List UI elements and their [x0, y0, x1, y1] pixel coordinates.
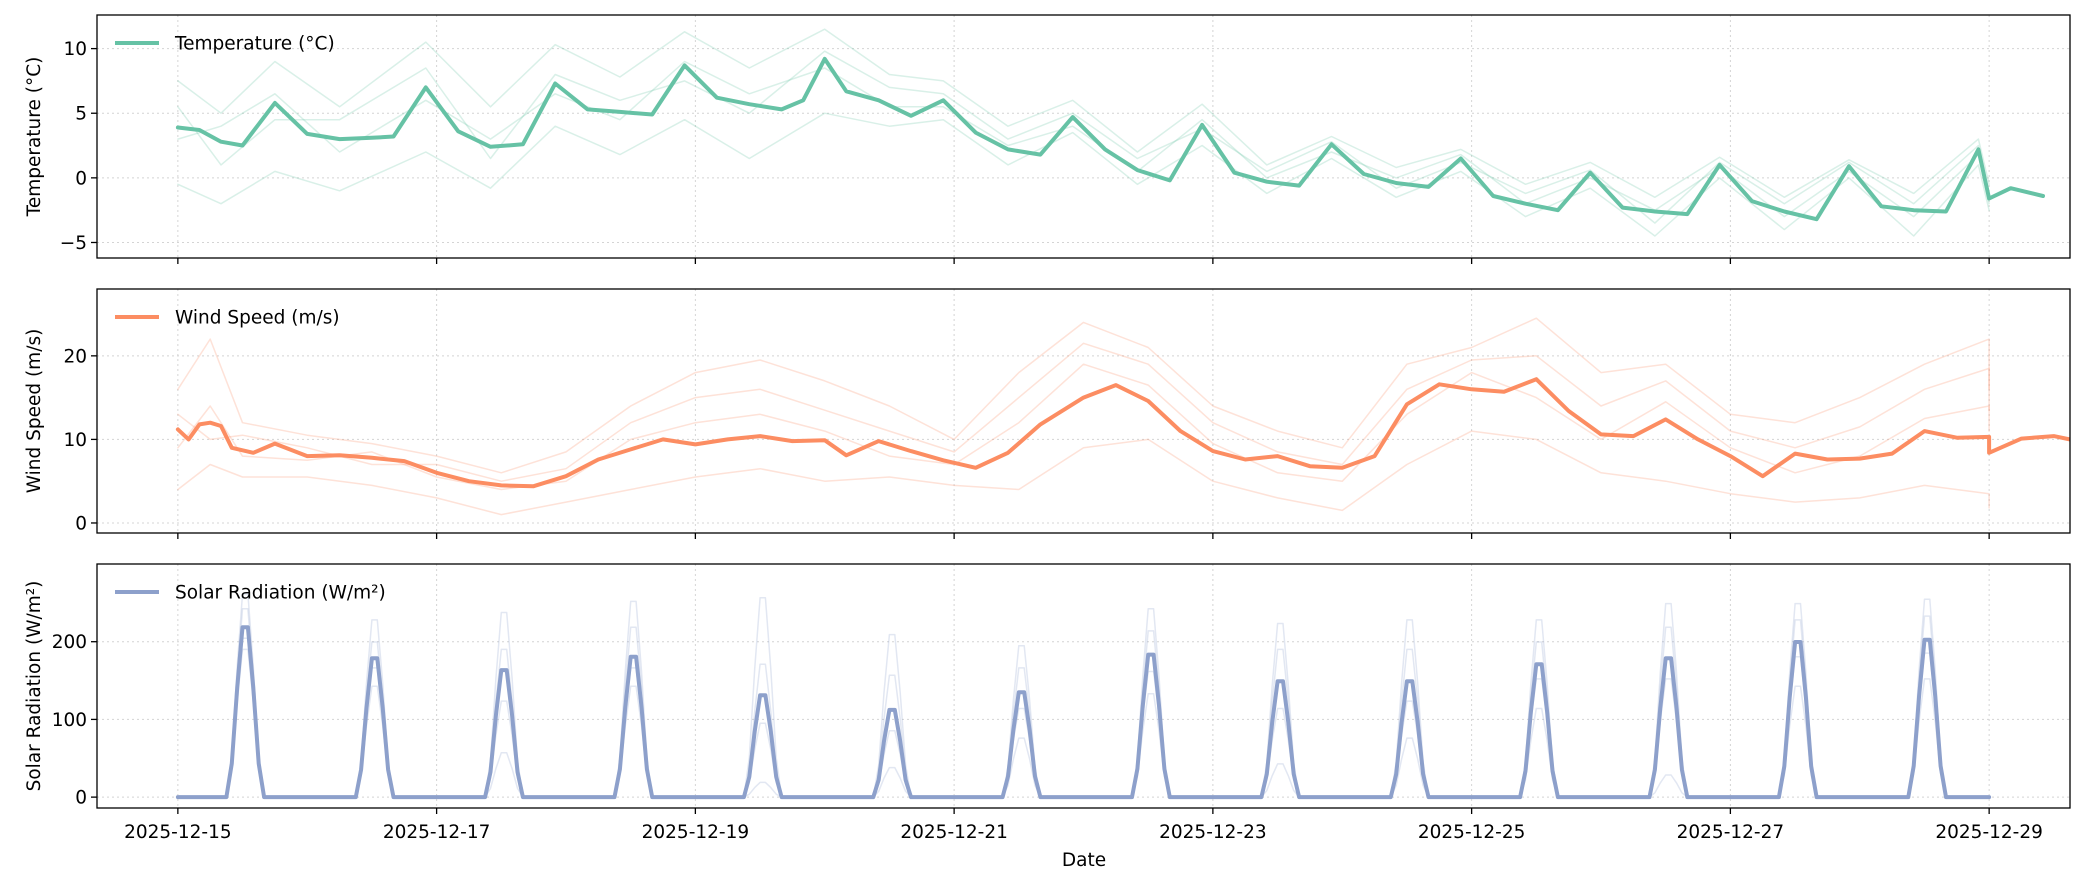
x-tick-label: 2025-12-25 [1418, 822, 1526, 843]
legend-label: Solar Radiation (W/m²) [175, 583, 386, 604]
x-tick-label: 2025-12-29 [1935, 822, 2043, 843]
legend: Solar Radiation (W/m²) [115, 583, 386, 604]
panel-1: −5 0 5 10 Temperature (°C) Temperature (°C) [24, 14, 2071, 264]
x-tick-label: 2025-12-27 [1677, 822, 1785, 843]
series-line-ensemble [177, 430, 1990, 516]
series-line-mean [175, 625, 1992, 800]
y-tick-label: 10 [63, 39, 87, 60]
x-tick-label: 2025-12-19 [642, 822, 750, 843]
series-group [175, 317, 2070, 516]
grid-lines [97, 289, 2070, 533]
series-line-mean [175, 377, 2070, 489]
y-tick-label: 200 [52, 632, 87, 653]
series-group [175, 28, 2045, 237]
series-line-ensemble [177, 112, 1990, 237]
series-line-mean [175, 56, 2045, 222]
x-tick-label: 2025-12-21 [900, 822, 1008, 843]
y-tick-label: 10 [63, 430, 87, 451]
plot-frame [96, 14, 2071, 259]
x-tick-label: 2025-12-15 [124, 822, 232, 843]
x-axis-title: Date [1062, 850, 1106, 871]
y-tick-label: 0 [75, 168, 87, 189]
x-tick-label: 2025-12-17 [383, 822, 491, 843]
plot-frame [96, 288, 2071, 534]
y-tick-label: 20 [63, 346, 87, 367]
series-line-ensemble [177, 28, 1990, 199]
series-line-ensemble [177, 342, 1990, 482]
legend-label: Wind Speed (m/s) [175, 308, 340, 329]
series-line-ensemble [177, 317, 1990, 474]
legend: Wind Speed (m/s) [115, 308, 340, 329]
y-tick-label: 0 [75, 788, 87, 809]
y-tick-label: 5 [75, 104, 87, 125]
y-tick-label: 100 [52, 710, 87, 731]
y-axis-title: Temperature (°C) [24, 57, 45, 218]
y-axis-title: Wind Speed (m/s) [24, 329, 45, 494]
legend: Temperature (°C) [115, 34, 335, 55]
legend-label: Temperature (°C) [174, 34, 335, 55]
y-tick-label: −5 [60, 233, 87, 254]
panel-2: 0 10 20 Wind Speed (m/s) Wind Speed (m/s) [24, 288, 2071, 539]
x-tick-label: 2025-12-23 [1159, 822, 1267, 843]
y-tick-label: 0 [75, 513, 87, 534]
series-group [175, 593, 1992, 800]
plot-frame [96, 563, 2071, 809]
series-line-ensemble [177, 363, 1990, 491]
y-axis-title: Solar Radiation (W/m²) [24, 581, 45, 792]
grid-lines [97, 15, 2070, 258]
panel-3: 2025-12-15 2025-12-17 2025-12-19 2025-12-21… [24, 563, 2071, 843]
